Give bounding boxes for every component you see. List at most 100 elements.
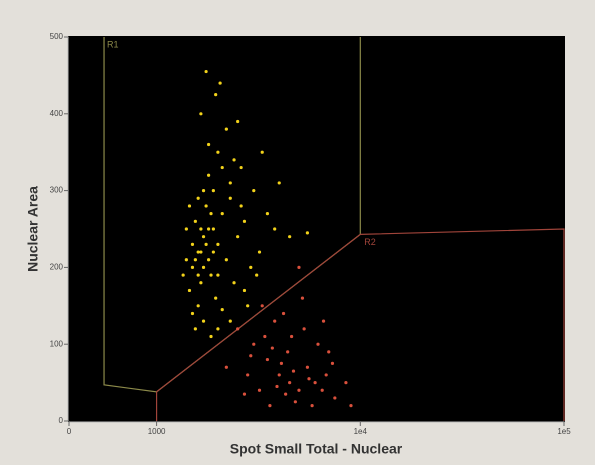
data-point xyxy=(211,227,215,231)
data-point xyxy=(344,381,348,385)
gate-label: R1 xyxy=(107,39,119,49)
data-point xyxy=(242,288,247,293)
data-point xyxy=(187,288,192,293)
data-point xyxy=(209,273,213,277)
x-tick-label: 1e5 xyxy=(557,427,571,436)
data-point xyxy=(236,235,240,239)
plot-area xyxy=(68,36,565,422)
data-point xyxy=(270,346,274,350)
data-point xyxy=(211,250,215,254)
data-point xyxy=(211,189,215,193)
data-point xyxy=(224,365,228,369)
data-point xyxy=(305,365,310,369)
data-point xyxy=(187,204,192,208)
data-point xyxy=(204,242,208,246)
y-tick-label: 0 xyxy=(59,416,64,425)
data-point xyxy=(288,381,292,385)
data-point xyxy=(273,319,277,323)
data-point xyxy=(216,327,220,331)
data-point xyxy=(288,235,292,239)
data-point xyxy=(193,327,197,331)
data-point xyxy=(220,212,224,216)
data-point xyxy=(184,258,188,262)
data-point xyxy=(201,319,206,323)
data-point xyxy=(228,181,232,185)
data-point xyxy=(206,142,211,147)
data-point xyxy=(265,212,270,216)
data-point xyxy=(201,235,206,239)
data-point xyxy=(249,265,253,269)
x-axis-label: Spot Small Total - Nuclear xyxy=(230,441,403,457)
data-point xyxy=(321,319,326,323)
data-point xyxy=(224,127,228,131)
data-point xyxy=(214,93,218,97)
data-point xyxy=(236,119,240,124)
data-point xyxy=(320,388,324,392)
data-point xyxy=(193,258,197,262)
data-point xyxy=(349,404,353,408)
data-point xyxy=(281,311,286,316)
gate-region xyxy=(155,228,565,421)
data-point xyxy=(199,227,203,231)
y-axis-label: Nuclear Area xyxy=(25,186,41,272)
data-point xyxy=(206,258,211,262)
data-point xyxy=(184,227,188,231)
gate-label: R2 xyxy=(364,237,376,247)
data-point xyxy=(252,342,256,346)
data-point xyxy=(289,334,294,339)
data-point xyxy=(286,350,290,354)
data-point xyxy=(220,308,224,312)
data-point xyxy=(216,273,220,277)
data-point xyxy=(257,388,262,392)
y-tick-label: 500 xyxy=(50,32,64,41)
data-point xyxy=(333,396,337,400)
data-point xyxy=(260,150,264,154)
data-point xyxy=(216,242,220,246)
data-point xyxy=(313,381,317,385)
data-point xyxy=(265,357,270,362)
data-point xyxy=(297,265,301,269)
data-point xyxy=(293,400,297,404)
data-point xyxy=(209,334,213,339)
y-tick-label: 400 xyxy=(50,109,64,118)
data-point xyxy=(228,196,232,200)
x-tick-label: 1e4 xyxy=(354,427,368,436)
data-point xyxy=(204,204,208,208)
data-point xyxy=(330,361,335,365)
data-point xyxy=(277,181,281,185)
x-tick-label: 0 xyxy=(67,427,72,436)
x-tick-label: 1000 xyxy=(148,427,166,436)
data-point xyxy=(300,296,305,300)
data-point xyxy=(209,212,213,216)
data-point xyxy=(218,81,222,85)
data-point xyxy=(268,404,272,408)
data-point xyxy=(284,392,288,396)
data-point xyxy=(302,327,306,331)
data-point xyxy=(263,334,267,339)
data-point xyxy=(255,273,259,277)
data-point xyxy=(242,392,247,396)
data-point xyxy=(279,361,284,365)
data-point xyxy=(232,158,236,162)
data-point xyxy=(277,373,281,377)
data-point xyxy=(297,388,301,392)
data-point xyxy=(260,304,264,308)
data-point xyxy=(196,304,200,308)
data-point xyxy=(327,350,331,354)
data-point xyxy=(249,354,253,358)
data-point xyxy=(305,231,310,235)
data-point xyxy=(246,304,250,308)
data-point xyxy=(246,373,250,377)
data-point xyxy=(310,404,314,408)
data-point xyxy=(206,173,211,177)
data-point xyxy=(232,281,236,285)
data-point xyxy=(236,327,240,331)
data-point xyxy=(181,273,185,277)
data-point xyxy=(199,281,203,285)
data-point xyxy=(190,311,195,316)
data-point xyxy=(216,150,220,154)
data-point xyxy=(206,227,211,231)
data-point xyxy=(196,273,200,277)
data-point xyxy=(275,384,279,389)
